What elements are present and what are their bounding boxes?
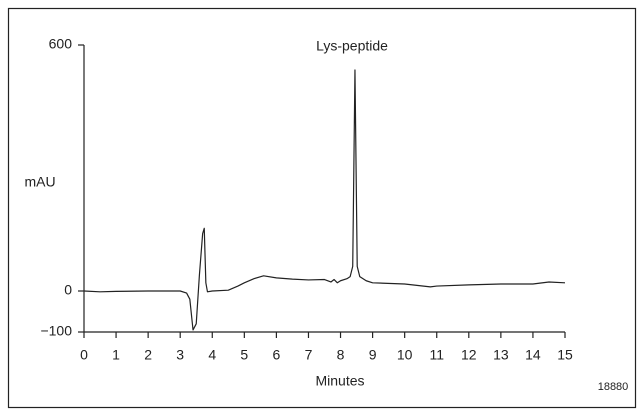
x-tick-label: 14 (525, 347, 541, 363)
x-tick-label: 4 (208, 347, 216, 363)
frame (7, 7, 637, 409)
x-axis-label: Minutes (315, 373, 364, 389)
x-tick-label: 12 (461, 347, 477, 363)
x-tick-label: 10 (397, 347, 413, 363)
x-tick-label: 11 (429, 347, 444, 363)
y-tick-label: 600 (49, 36, 73, 52)
trace (83, 69, 566, 331)
x-tick-label: 6 (273, 347, 281, 363)
x-tick-label: 5 (240, 347, 248, 363)
y-tick-label: −100 (40, 323, 72, 339)
y-axis-label: mAU (24, 174, 55, 190)
x-tick-label: 2 (144, 347, 152, 363)
figure-id: 18880 (598, 381, 629, 393)
x-tick-label: 8 (337, 347, 345, 363)
x-tick-label: 0 (80, 347, 88, 363)
x-tick-label: 13 (493, 347, 509, 363)
x-tick-label: 3 (176, 347, 184, 363)
x-tick-label: 15 (557, 347, 573, 363)
x-tick-label: 9 (369, 347, 377, 363)
peak-label: Lys-peptide (316, 38, 388, 54)
x-tick-label: 1 (112, 347, 120, 363)
y-tick-label: 0 (64, 282, 72, 298)
x-tick-label: 7 (305, 347, 313, 363)
